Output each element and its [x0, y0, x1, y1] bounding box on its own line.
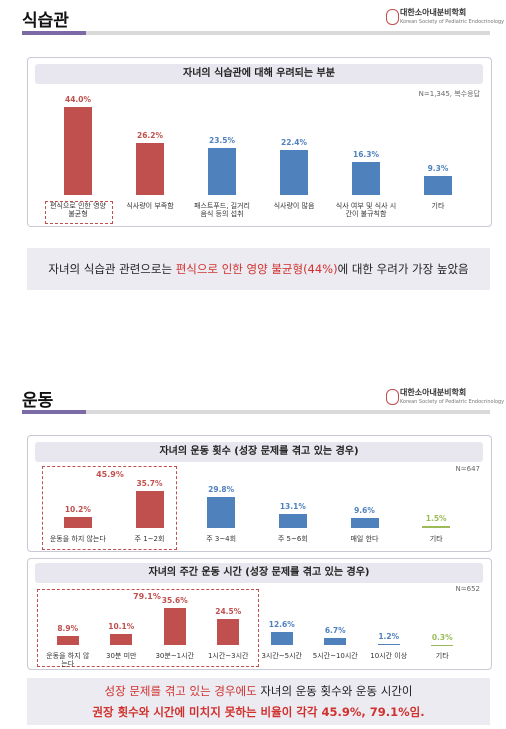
bar: [278, 514, 307, 528]
logo-sub: Korean Society of Pediatric Endocrinolog…: [400, 399, 505, 405]
value-label: 29.8%: [208, 484, 235, 494]
value-label: 8.9%: [57, 623, 79, 633]
value-label: 35.6%: [161, 595, 188, 605]
value-label: 22.4%: [280, 138, 308, 148]
category-label: 기타: [431, 202, 445, 210]
chart-note: N=647: [455, 465, 480, 473]
value-label: 1.5%: [425, 514, 447, 524]
bar: [217, 619, 240, 645]
value-label: 24.5%: [215, 607, 242, 617]
value-label: 35.7%: [136, 478, 163, 488]
bar: [136, 142, 164, 195]
value-label: 10.2%: [64, 505, 91, 515]
category-label: 매일 한다: [350, 535, 379, 543]
category-label: 3시간~5시간: [261, 652, 303, 660]
group-label: 45.9%: [96, 470, 124, 479]
bar: [64, 107, 92, 195]
category-label: 운동을 하지 않는다: [49, 535, 106, 543]
chart-title: 자녀의 식습관에 대해 우려되는 부분: [35, 64, 483, 84]
bar: [424, 176, 452, 195]
logo: 대한소아내분비학회 Korean Society of Pediatric End…: [386, 8, 505, 27]
category-label: 10시간 이상: [370, 652, 408, 660]
chart-note: N=1,345, 복수응답: [418, 90, 480, 98]
bar: [163, 607, 186, 645]
bar: [422, 526, 451, 528]
value-label: 16.3%: [352, 150, 380, 160]
category-label: 운동을 하지 않는다: [46, 652, 90, 668]
category-label: 1시간~3시간: [207, 652, 249, 660]
summary-text: 자녀의 식습관 관련으로는: [48, 262, 176, 276]
category-label: 기타: [435, 652, 449, 660]
chart-note: N=652: [455, 585, 480, 593]
rule: [22, 31, 490, 35]
logo-name: 대한소아내분비학회: [400, 388, 467, 397]
category-label: 5시간~10시간: [312, 652, 358, 660]
bar: [207, 496, 236, 528]
group-label: 79.1%: [133, 592, 161, 601]
value-label: 12.6%: [268, 619, 295, 629]
category-label: 기타: [429, 535, 443, 543]
rule: [22, 410, 490, 414]
chart-title: 자녀의 주간 운동 시간 (성장 문제를 겪고 있는 경우): [35, 563, 483, 583]
bar: [270, 631, 293, 645]
value-label: 1.2%: [378, 631, 400, 641]
chart-box: [27, 57, 492, 227]
category-label: 편식으로 인한 영양 불균형: [50, 202, 106, 218]
bar: [208, 148, 236, 195]
category-label: 패스트푸드, 길거리 음식 등의 섭취: [194, 202, 250, 218]
summary-highlight: 편식으로 인한 영양 불균형(44%): [175, 262, 338, 276]
section-title: 운동: [22, 391, 54, 411]
summary: 자녀의 식습관 관련으로는 편식으로 인한 영양 불균형(44%)에 대한 우려…: [27, 248, 490, 290]
bar: [352, 162, 380, 195]
logo-name: 대한소아내분비학회: [400, 8, 467, 17]
logo: 대한소아내분비학회 Korean Society of Pediatric End…: [386, 388, 505, 407]
category-label: 30분~1시간: [155, 652, 195, 660]
highlight-box: [45, 201, 113, 224]
value-label: 9.3%: [427, 164, 449, 174]
bar: [377, 643, 400, 645]
category-label: 주 3~4회: [206, 535, 237, 543]
category-label: 주 1~2회: [134, 535, 165, 543]
plot: 10.2% 운동을 하지 않는다 35.7% 주 1~2회 29.8% 주 3~4회 13.…: [42, 479, 472, 543]
section-title: 식습관: [22, 11, 69, 31]
category-label: 식사량이 많음: [273, 202, 315, 210]
category-label: 30분 미만: [106, 652, 137, 660]
summary-highlight: 권장 횟수와 시간에 미치지 못하는 비율이 각각 45.9%, 79.1%임.: [92, 705, 425, 719]
chart-title: 자녀의 운동 횟수 (성장 문제를 겪고 있는 경우): [35, 442, 483, 462]
value-label: 6.7%: [324, 625, 346, 635]
category-label: 식사 여부 및 식사 시간이 불규칙함: [335, 202, 397, 218]
value-label: 23.5%: [208, 136, 236, 145]
summary-highlight: 성장 문제를 겪고 있는 경우에도: [104, 684, 257, 698]
bar: [350, 517, 379, 528]
summary-text: 에 대한 우려가 가장 높았음: [337, 262, 469, 276]
highlight-box: [37, 589, 259, 667]
bar: [110, 634, 133, 645]
plot: 44.0% 편식으로 인한 영양 불균형 26.2% 식사량이 부족함 23.5% 패스트…: [42, 95, 474, 218]
bar: [324, 637, 347, 645]
summary-text: 자녀의 운동 횟수와 운동 시간이: [256, 684, 413, 698]
bar: [135, 490, 164, 528]
value-label: 10.1%: [108, 622, 135, 632]
value-label: 9.6%: [354, 505, 375, 515]
value-label: 44.0%: [64, 95, 92, 104]
value-label: 0.3%: [431, 632, 453, 642]
logo-sub: Korean Society of Pediatric Endocrinolog…: [400, 19, 505, 25]
category-label: 식사량이 부족함: [126, 202, 174, 210]
bar: [280, 150, 308, 195]
category-label: 주 5~6회: [277, 535, 308, 543]
highlight-box: [42, 466, 177, 550]
value-label: 13.1%: [279, 502, 306, 512]
plot: 8.9% 운동을 하지 않는다 10.1% 30분 미만 35.6% 30분~1시간 24.…: [41, 596, 469, 668]
bar: [63, 517, 92, 528]
value-label: 26.2%: [136, 130, 164, 140]
bar: [56, 635, 79, 645]
